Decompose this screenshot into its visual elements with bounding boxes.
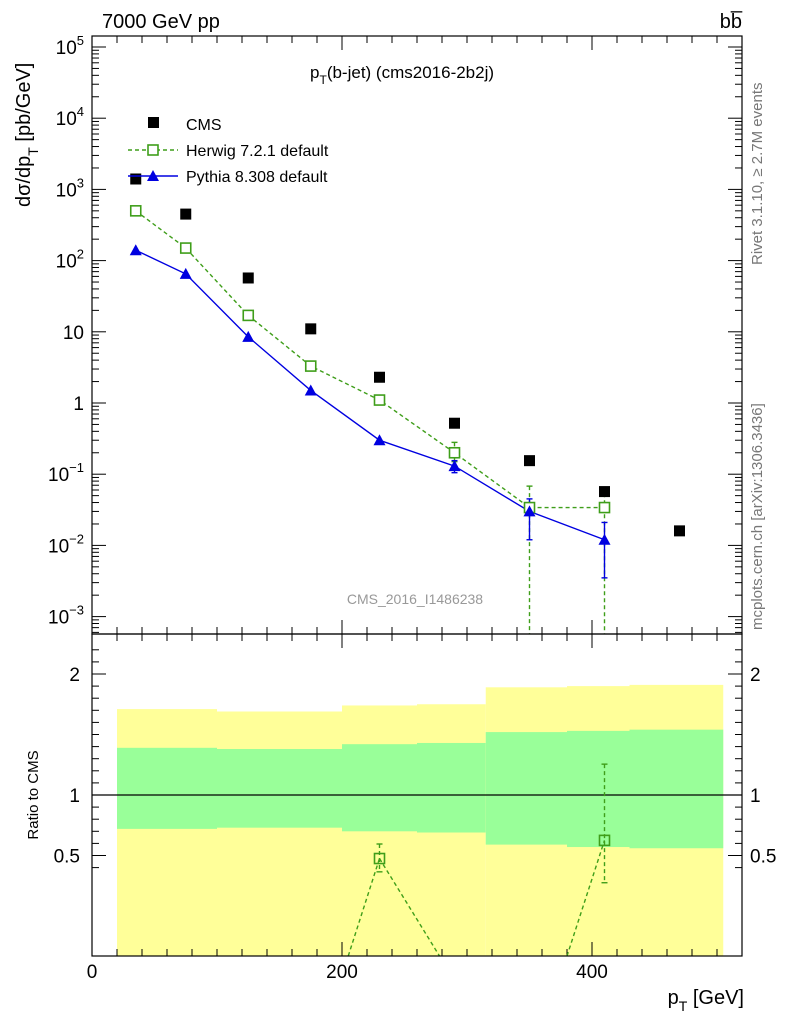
x-axis-label-sub: T [679,998,688,1014]
herwig-point [373,394,386,406]
herwig-point [448,446,461,459]
legend: CMS Herwig 7.2.1 default Pythia 8.308 de… [128,117,329,186]
mcplots-label: mcplots.cern.ch [arXiv:1306.3436] [749,403,766,630]
ratio-axis-ticks [91,634,742,956]
legend-pythia-label: Pythia 8.308 default [186,169,328,186]
uncertainty-band-green [485,732,567,845]
main-y-tick-label: 104 [56,104,84,130]
main-y-tick-label: 103 [56,175,84,201]
uncertainty-band-green [117,747,217,829]
herwig-point [129,205,142,217]
x-axis-label-main: p [668,987,679,1009]
pythia-point [373,434,386,446]
pythia-point [242,330,255,342]
x-tick-labels: 0 200 400 [87,962,608,983]
legend-pythia-marker [147,170,159,181]
ratio-herwig-point [373,852,386,865]
uncertainty-band-green [629,729,724,849]
main-y-label-sub: T [25,147,41,156]
ratio-y-tick-labels: 0.5 0.5 1 1 2 2 [54,665,777,868]
legend-herwig-marker [147,144,159,156]
pythia-line [135,249,605,541]
cms-point [674,525,685,537]
main-y-label-main: dσ/dp [13,156,35,207]
ratio-herwig-line [566,840,606,957]
uncertainty-band-yellow [217,711,342,956]
ratio-herwig-line [347,858,381,957]
main-y-tick-labels: 10−3 10−2 10−1 1 10 102 103 104 105 [48,33,84,629]
ratio-y-tick-label-right: 1 [750,786,761,807]
herwig-point [598,501,611,514]
main-error-bars [451,441,608,634]
main-y-tick-label: 10−3 [48,603,84,629]
x-tick-label: 400 [576,962,608,983]
ratio-y-label: Ratio to CMS [25,750,42,839]
main-axis-ticks [91,36,742,634]
ratio-herwig-line [378,858,441,957]
cms-point [242,272,254,284]
rivet-label: Rivet 3.1.10, ≥ 2.7M events [749,83,766,266]
pythia-point [179,267,192,279]
plot-title: pT(b-jet) (cms2016-2b2j) [310,63,494,87]
main-y-tick-label: 1 [73,394,84,415]
plot-title-sub: T [319,73,327,87]
ratio-y-tick-label: 2 [69,665,80,686]
cms-point [130,173,142,185]
main-y-label: dσ/dpT [pb/GeV] [13,63,41,207]
x-tick-label: 0 [87,962,98,983]
main-y-tick-label: 10−2 [48,531,84,557]
uncertainty-band-yellow [117,709,217,956]
ratio-bands [117,684,724,956]
herwig-point [179,242,192,254]
pythia-point [129,244,142,256]
uncertainty-band-green [417,742,486,833]
ratio-herwig-point [598,834,611,847]
ratio-y-tick-label-right: 0.5 [750,847,776,868]
main-y-label-rest: [pb/GeV] [13,63,35,148]
main-markers [129,173,685,545]
pythia-point [523,505,536,517]
legend-cms-label: CMS [186,117,222,134]
cms-point [449,417,460,429]
main-y-tick-label: 105 [56,33,84,59]
header-right: bb̅ [720,10,743,33]
pythia-point [448,460,461,472]
cms-point [305,323,317,335]
ratio-y-tick-label: 1 [69,786,80,807]
pythia-point [598,533,611,545]
main-y-tick-label: 10−1 [48,460,84,486]
legend-herwig-label: Herwig 7.2.1 default [186,143,329,160]
uncertainty-band-green [567,730,630,848]
cms-point [374,371,385,383]
header-left: 7000 GeV pp [102,11,220,33]
herwig-line [135,210,605,509]
x-axis-label-rest: [GeV] [687,987,744,1009]
x-tick-label: 200 [326,962,358,983]
ratio-y-tick-label: 0.5 [54,847,80,868]
uncertainty-band-green [342,744,417,832]
pythia-point [304,384,317,396]
uncertainty-band-green [217,749,342,828]
ratio-panel-frame [91,633,743,957]
main-series-lines [135,210,605,541]
main-y-tick-label: 102 [56,247,84,273]
legend-cms-marker [148,117,159,128]
cms-point [599,486,610,498]
x-axis-label: pT [GeV] [668,987,744,1014]
cms-point [524,455,535,467]
ratio-panel: 0.5 0.5 1 1 2 2 Ratio to CMS 0 200 400 pT [GeV] [25,633,777,1014]
plot-title-main: p [310,63,319,82]
cms-point [180,208,192,220]
plot-title-rest: (b-jet) (cms2016-2b2j) [327,63,494,82]
ratio-y-tick-label-right: 2 [750,665,761,686]
main-y-tick-label: 10 [63,323,84,344]
herwig-point [304,360,317,372]
herwig-point [242,309,255,322]
ratio-series [347,763,611,957]
analysis-watermark: CMS_2016_I1486238 [347,591,483,607]
